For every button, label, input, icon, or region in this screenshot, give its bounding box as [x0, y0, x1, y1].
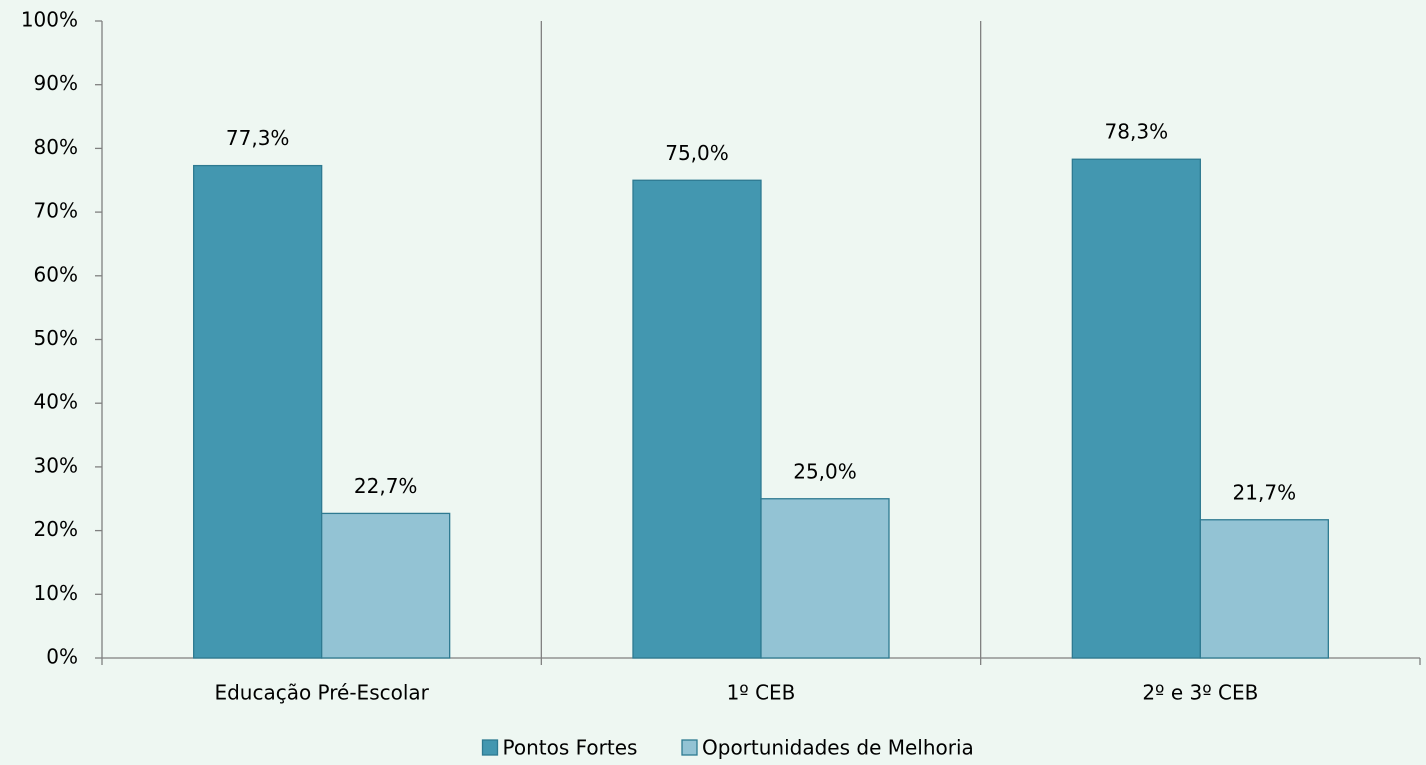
y-tick-label: 80% — [34, 135, 78, 159]
legend-swatch — [681, 739, 698, 756]
x-tick-label: 2º e 3º CEB — [1142, 681, 1258, 705]
data-label: 22,7% — [354, 474, 418, 498]
bar — [632, 179, 762, 659]
bar — [760, 498, 890, 659]
y-tick-label: 100% — [21, 8, 78, 32]
y-tick-label: 10% — [34, 581, 78, 605]
y-tick-label: 40% — [34, 390, 78, 414]
bar — [1199, 519, 1329, 659]
y-tick-label: 90% — [34, 71, 78, 95]
data-label: 78,3% — [1105, 120, 1169, 144]
y-tick-label: 20% — [34, 517, 78, 541]
y-tick-label: 60% — [34, 262, 78, 286]
legend-label: Pontos Fortes — [503, 736, 638, 760]
data-label: 21,7% — [1233, 480, 1297, 504]
y-tick-label: 50% — [34, 326, 78, 350]
bar — [193, 164, 323, 659]
x-tick-label: 1º CEB — [727, 681, 796, 705]
x-tick-label: Educação Pré-Escolar — [214, 681, 429, 705]
legend-label: Oportunidades de Melhoria — [702, 736, 974, 760]
data-label: 77,3% — [226, 126, 290, 150]
y-tick-label: 0% — [46, 645, 78, 669]
bar — [321, 512, 451, 659]
bar — [1071, 158, 1201, 659]
data-label: 25,0% — [793, 459, 857, 483]
y-tick-label: 30% — [34, 453, 78, 477]
y-tick-label: 70% — [34, 199, 78, 223]
data-label: 75,0% — [665, 141, 729, 165]
legend-swatch — [481, 739, 499, 756]
